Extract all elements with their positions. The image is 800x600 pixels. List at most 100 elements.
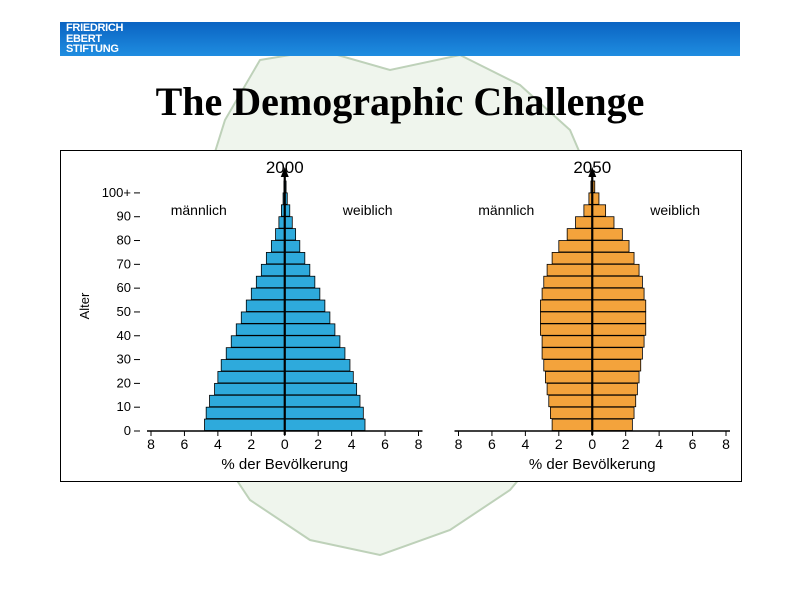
bar-female bbox=[592, 217, 614, 228]
bar-female bbox=[285, 371, 354, 382]
bar-female bbox=[592, 312, 646, 323]
x-tick: 6 bbox=[689, 436, 697, 452]
bar-male bbox=[567, 229, 592, 240]
bar-male bbox=[552, 252, 592, 263]
bar-male bbox=[215, 383, 285, 394]
bar-male bbox=[542, 348, 592, 359]
x-tick: 2 bbox=[247, 436, 255, 452]
y-tick: 20 bbox=[117, 375, 131, 390]
x-tick: 4 bbox=[214, 436, 222, 452]
bar-male bbox=[266, 252, 284, 263]
bar-female bbox=[285, 300, 325, 311]
y-tick: 60 bbox=[117, 280, 131, 295]
x-axis-label: % der Bevölkerung bbox=[221, 456, 348, 473]
chart-frame: Alter0102030405060708090100+2000männlich… bbox=[60, 150, 742, 482]
y-tick: 30 bbox=[117, 352, 131, 367]
header-bar: FRIEDRICH EBERT STIFTUNG bbox=[60, 22, 740, 56]
logo-line-3: STIFTUNG bbox=[66, 44, 123, 54]
bar-female bbox=[592, 383, 637, 394]
bar-male bbox=[576, 217, 593, 228]
bar-female bbox=[285, 348, 345, 359]
bar-male bbox=[256, 276, 284, 287]
bar-female bbox=[592, 360, 640, 371]
bar-male bbox=[226, 348, 285, 359]
bar-male bbox=[550, 407, 592, 418]
bar-female bbox=[285, 276, 315, 287]
bar-female bbox=[592, 252, 634, 263]
bar-female bbox=[285, 288, 320, 299]
bar-male bbox=[221, 360, 285, 371]
bar-female bbox=[285, 336, 340, 347]
bar-female bbox=[285, 324, 335, 335]
bar-male bbox=[206, 407, 285, 418]
bar-female bbox=[285, 241, 300, 252]
bar-male bbox=[231, 336, 285, 347]
y-axis-label: Alter bbox=[77, 292, 92, 319]
bar-female bbox=[592, 348, 642, 359]
bar-female bbox=[285, 264, 310, 275]
bar-male bbox=[236, 324, 284, 335]
bar-male bbox=[251, 288, 284, 299]
y-tick: 90 bbox=[117, 209, 131, 224]
bar-male bbox=[218, 371, 285, 382]
label-female: weiblich bbox=[649, 202, 700, 218]
bar-female bbox=[285, 360, 350, 371]
bar-female bbox=[592, 407, 634, 418]
bar-male bbox=[246, 300, 284, 311]
x-tick: 8 bbox=[415, 436, 423, 452]
x-axis-label: % der Bevölkerung bbox=[529, 456, 656, 473]
bar-male bbox=[276, 229, 285, 240]
label-male: männlich bbox=[478, 202, 534, 218]
bar-male bbox=[540, 312, 592, 323]
bar-male bbox=[271, 241, 284, 252]
x-tick: 8 bbox=[147, 436, 155, 452]
bar-female bbox=[592, 371, 639, 382]
bar-female bbox=[285, 217, 293, 228]
x-tick: 4 bbox=[348, 436, 356, 452]
slide-title: The Demographic Challenge bbox=[0, 78, 800, 125]
bar-female bbox=[592, 276, 642, 287]
bar-female bbox=[592, 395, 635, 406]
bar-female bbox=[285, 395, 360, 406]
bar-female bbox=[592, 336, 644, 347]
bar-male bbox=[547, 383, 592, 394]
bar-male bbox=[549, 395, 592, 406]
bar-male bbox=[544, 360, 592, 371]
bar-female bbox=[592, 419, 632, 430]
x-tick: 4 bbox=[655, 436, 663, 452]
population-pyramids: Alter0102030405060708090100+2000männlich… bbox=[61, 151, 741, 481]
y-tick: 50 bbox=[117, 304, 131, 319]
x-tick: 2 bbox=[555, 436, 563, 452]
bar-male bbox=[584, 205, 592, 216]
bar-female bbox=[285, 419, 365, 430]
x-tick: 6 bbox=[381, 436, 389, 452]
x-tick: 6 bbox=[181, 436, 189, 452]
y-tick: 10 bbox=[117, 399, 131, 414]
x-tick: 0 bbox=[588, 436, 596, 452]
x-tick: 8 bbox=[722, 436, 730, 452]
bar-male bbox=[544, 276, 592, 287]
bar-female bbox=[592, 300, 646, 311]
bar-female bbox=[592, 205, 605, 216]
bar-female bbox=[592, 241, 629, 252]
bar-male bbox=[542, 336, 592, 347]
y-tick: 70 bbox=[117, 256, 131, 271]
bar-female bbox=[592, 288, 644, 299]
bar-male bbox=[205, 419, 285, 430]
bar-male bbox=[540, 300, 592, 311]
x-tick: 4 bbox=[521, 436, 529, 452]
bar-female bbox=[285, 383, 357, 394]
x-tick: 8 bbox=[455, 436, 463, 452]
x-tick: 2 bbox=[314, 436, 322, 452]
y-tick: 100+ bbox=[102, 185, 131, 200]
bar-female bbox=[592, 229, 622, 240]
x-tick: 6 bbox=[488, 436, 496, 452]
bar-female bbox=[285, 407, 364, 418]
bar-male bbox=[540, 324, 592, 335]
bar-female bbox=[285, 229, 296, 240]
bar-male bbox=[542, 288, 592, 299]
y-tick: 40 bbox=[117, 328, 131, 343]
label-female: weiblich bbox=[342, 202, 393, 218]
bar-male bbox=[545, 371, 592, 382]
logo: FRIEDRICH EBERT STIFTUNG bbox=[60, 23, 123, 54]
